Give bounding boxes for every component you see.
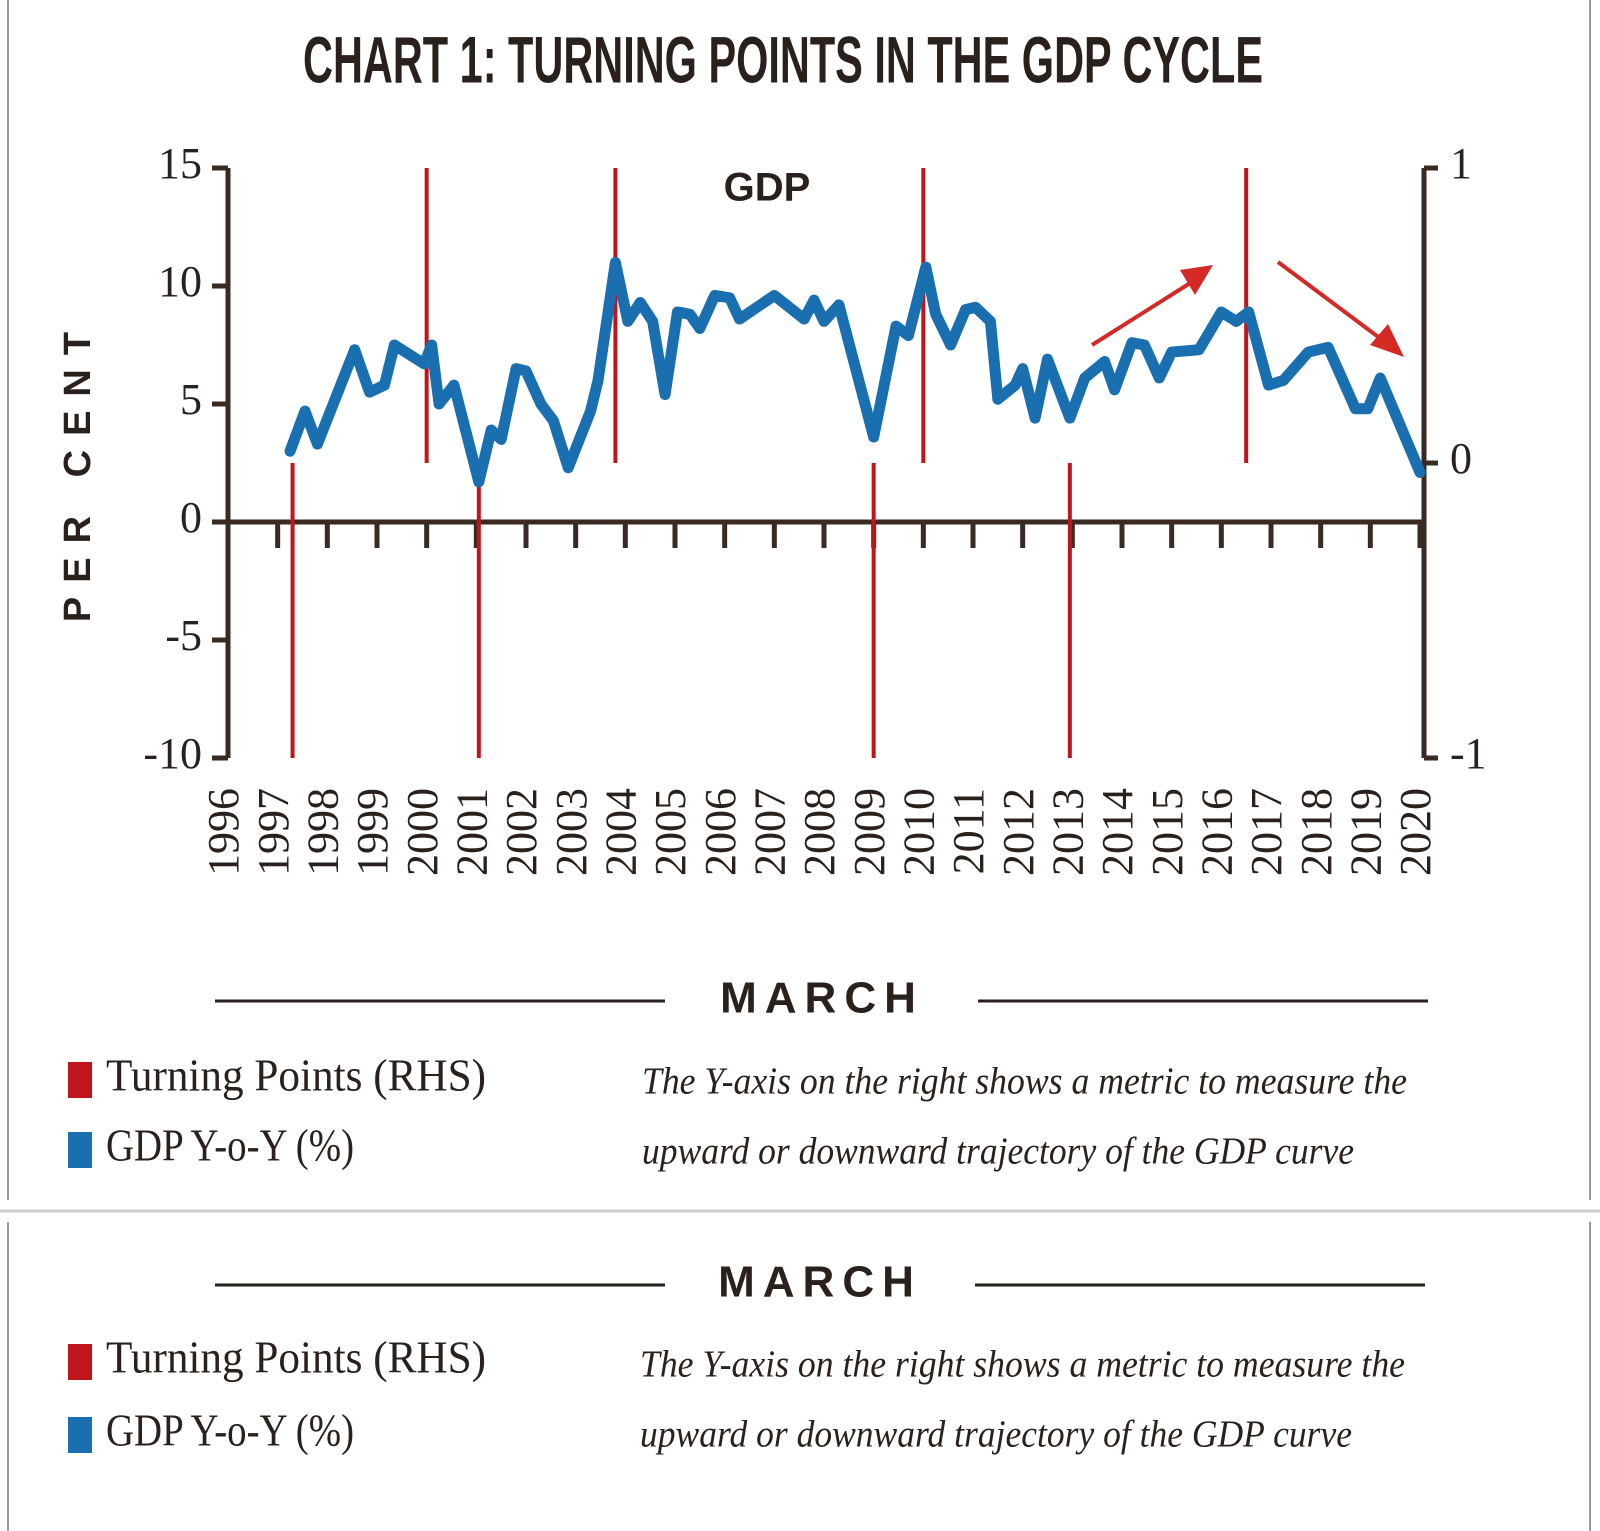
x-tick-label: 1996 <box>199 788 248 876</box>
y-tick-label: 0 <box>180 493 202 542</box>
legend-swatch <box>68 1062 92 1098</box>
note: The Y-axis on the right shows a metric t… <box>642 1061 1407 1103</box>
annotation: GDP <box>724 166 811 210</box>
legend-label: Turning Points (RHS) <box>106 1050 486 1101</box>
x-tick-label: 2013 <box>1043 788 1092 876</box>
x-tick-label: 1997 <box>249 788 298 876</box>
x-tick-label: 2000 <box>398 788 447 876</box>
x-tick-label: 2008 <box>795 788 844 876</box>
y2-tick-label: 0 <box>1450 434 1472 483</box>
x-tick-label: 2002 <box>497 788 546 876</box>
x-tick-label: 2020 <box>1391 788 1440 876</box>
y2-tick-label: 1 <box>1450 139 1472 188</box>
x-tick-label: 1999 <box>348 788 397 876</box>
x-tick-label: 1998 <box>298 788 347 876</box>
note: upward or downward trajectory of the GDP… <box>642 1131 1354 1173</box>
x-tick-label: 2018 <box>1292 788 1341 876</box>
y-axis-label: PER CENT <box>57 318 99 622</box>
x-axis-label: MARCH <box>718 1258 922 1307</box>
y-tick-label: 10 <box>158 257 202 306</box>
x-tick-label: 2011 <box>944 788 993 874</box>
x-tick-label: 2003 <box>547 788 596 876</box>
x-tick-label: 2015 <box>1143 788 1192 876</box>
x-tick-label: 2001 <box>447 788 496 876</box>
x-tick-label: 2010 <box>894 788 943 876</box>
legend-swatch <box>68 1344 92 1380</box>
legend-swatch <box>68 1417 92 1453</box>
x-tick-label: 2004 <box>596 788 645 876</box>
x-tick-label: 2016 <box>1192 788 1241 876</box>
y-tick-label: -5 <box>165 611 202 660</box>
legend-label: Turning Points (RHS) <box>106 1332 486 1383</box>
x-tick-label: 2012 <box>994 788 1043 876</box>
note: upward or downward trajectory of the GDP… <box>640 1414 1352 1456</box>
legend-label: GDP Y-o-Y (%) <box>106 1120 354 1171</box>
x-axis-label: MARCH <box>720 974 924 1023</box>
y-tick-label: 5 <box>180 375 202 424</box>
x-tick-label: 2009 <box>845 788 894 876</box>
y-tick-label: -10 <box>143 729 202 778</box>
arrows <box>1090 260 1404 357</box>
chart-title: CHART 1: TURNING POINTS IN THE GDP CYCLE <box>303 22 1263 96</box>
x-tick-label: 2006 <box>696 788 745 876</box>
x-tick-label: 2017 <box>1242 788 1291 876</box>
legend-swatch <box>68 1132 92 1168</box>
x-tick-label: 2014 <box>1093 788 1142 876</box>
x-tick-label: 2019 <box>1341 788 1390 876</box>
x-tick-label: 2007 <box>745 788 794 876</box>
y-tick-label: 15 <box>158 139 202 188</box>
gdp-line <box>284 256 1426 488</box>
y2-tick-label: -1 <box>1450 729 1487 778</box>
note: The Y-axis on the right shows a metric t… <box>640 1344 1405 1386</box>
x-tick-label: 2005 <box>646 788 695 876</box>
legend-label: GDP Y-o-Y (%) <box>106 1405 354 1456</box>
